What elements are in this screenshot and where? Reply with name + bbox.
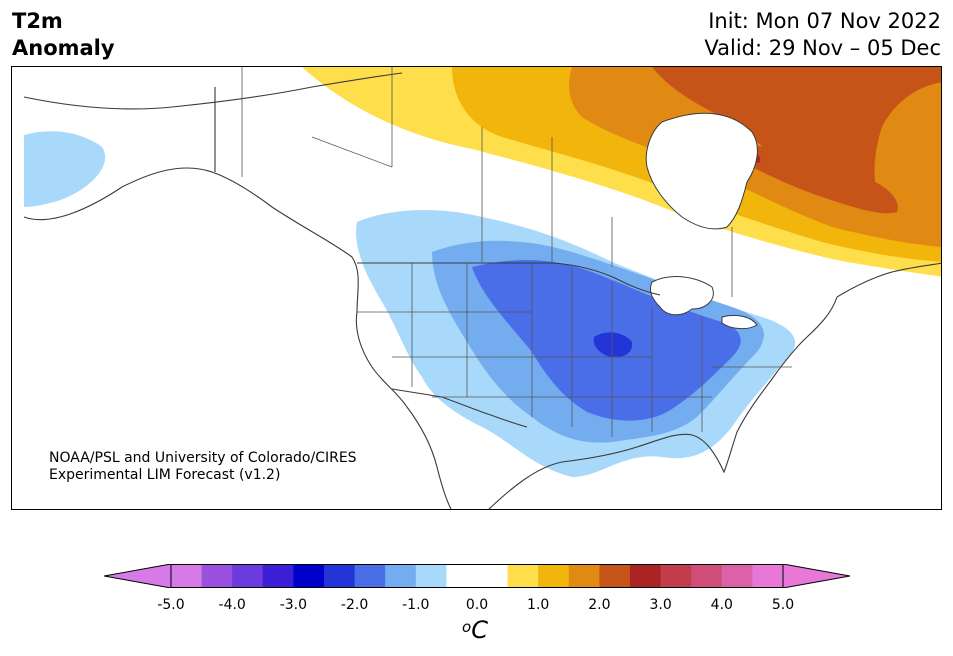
colorbar-tick-label: 3.0 bbox=[649, 597, 672, 613]
colorbar-segment bbox=[171, 564, 203, 588]
map-title: T2m Anomaly bbox=[12, 8, 115, 62]
colorbar-svg bbox=[103, 563, 851, 589]
colorbar-segment bbox=[385, 564, 417, 588]
colorbar-ticks: -5.0 -4.0 -3.0 -2.0 -1.0 0.0 1.0 2.0 3.0 4.0 5.0 bbox=[0, 597, 953, 617]
cool-anomaly-band-1b bbox=[24, 131, 106, 207]
coastline-arctic bbox=[23, 72, 403, 110]
colorbar-unit-label: oC bbox=[462, 616, 488, 644]
colorbar-segment bbox=[262, 564, 294, 588]
great-lakes bbox=[649, 276, 758, 330]
credit-line-2: Experimental LIM Forecast (v1.2) bbox=[49, 467, 281, 483]
state-borders bbox=[357, 263, 792, 437]
forecast-dates: Init: Mon 07 Nov 2022 Valid: 29 Nov – 05… bbox=[704, 8, 941, 62]
colorbar-tick-label: 4.0 bbox=[710, 597, 733, 613]
colorbar-tick-label: -5.0 bbox=[157, 597, 185, 613]
warm-anomaly-band-4 bbox=[652, 67, 941, 207]
hudson-bay bbox=[645, 112, 758, 230]
colorbar-segment bbox=[660, 564, 692, 588]
colorbar-tick-label: -1.0 bbox=[402, 597, 430, 613]
us-mexico-border bbox=[391, 388, 528, 428]
colorbar-tick-label: -2.0 bbox=[340, 597, 369, 613]
colorbar-under-arrow bbox=[103, 563, 172, 589]
map-canvas bbox=[23, 67, 941, 509]
colorbar-over-arrow bbox=[782, 563, 851, 589]
colorbar-tick-label: 5.0 bbox=[771, 597, 795, 613]
us-canada-border bbox=[357, 262, 661, 296]
colorbar-segment bbox=[446, 564, 478, 588]
colorbar-tick-label: -4.0 bbox=[218, 597, 246, 613]
colorbar-segment bbox=[752, 564, 784, 588]
colorbar-segment bbox=[568, 564, 600, 588]
variable-label: T2m bbox=[12, 9, 63, 33]
colorbar bbox=[103, 563, 851, 589]
colorbar-tick-label: -3.0 bbox=[279, 597, 308, 613]
anomaly-map bbox=[11, 66, 942, 510]
subtitle-label: Anomaly bbox=[12, 36, 115, 60]
unit-superscript: o bbox=[462, 618, 472, 636]
cool-anomaly-core bbox=[593, 332, 633, 358]
colorbar-segment bbox=[507, 564, 539, 588]
colorbar-segment bbox=[293, 564, 325, 588]
coastline-west bbox=[23, 167, 452, 509]
colorbar-segment bbox=[477, 564, 509, 588]
colorbar-segment bbox=[538, 564, 570, 588]
unit-base: C bbox=[471, 616, 488, 644]
coastline-northeast bbox=[836, 262, 941, 298]
colorbar-segment bbox=[415, 564, 447, 588]
init-date: Init: Mon 07 Nov 2022 bbox=[708, 9, 941, 33]
warm-anomaly-band-5 bbox=[742, 146, 898, 214]
coastline-gulf bbox=[488, 296, 838, 509]
colorbar-outline bbox=[170, 564, 784, 588]
colorbar-segment bbox=[721, 564, 753, 588]
colorbar-segment bbox=[354, 564, 386, 588]
colorbar-segment bbox=[324, 564, 356, 588]
colorbar-segment bbox=[232, 564, 264, 588]
colorbar-segment bbox=[691, 564, 723, 588]
colorbar-segment bbox=[630, 564, 662, 588]
credit-line-1: NOAA/PSL and University of Colorado/CIRE… bbox=[49, 450, 357, 466]
colorbar-tick-label: 1.0 bbox=[527, 597, 550, 613]
province-borders bbox=[241, 67, 733, 297]
colorbar-segment bbox=[599, 564, 631, 588]
credit-text: NOAA/PSL and University of Colorado/CIRE… bbox=[49, 450, 357, 484]
colorbar-tick-label: 0.0 bbox=[465, 597, 489, 613]
colorbar-tick-label: 2.0 bbox=[588, 597, 611, 613]
valid-date: Valid: 29 Nov – 05 Dec bbox=[704, 36, 941, 60]
colorbar-segment bbox=[201, 564, 233, 588]
